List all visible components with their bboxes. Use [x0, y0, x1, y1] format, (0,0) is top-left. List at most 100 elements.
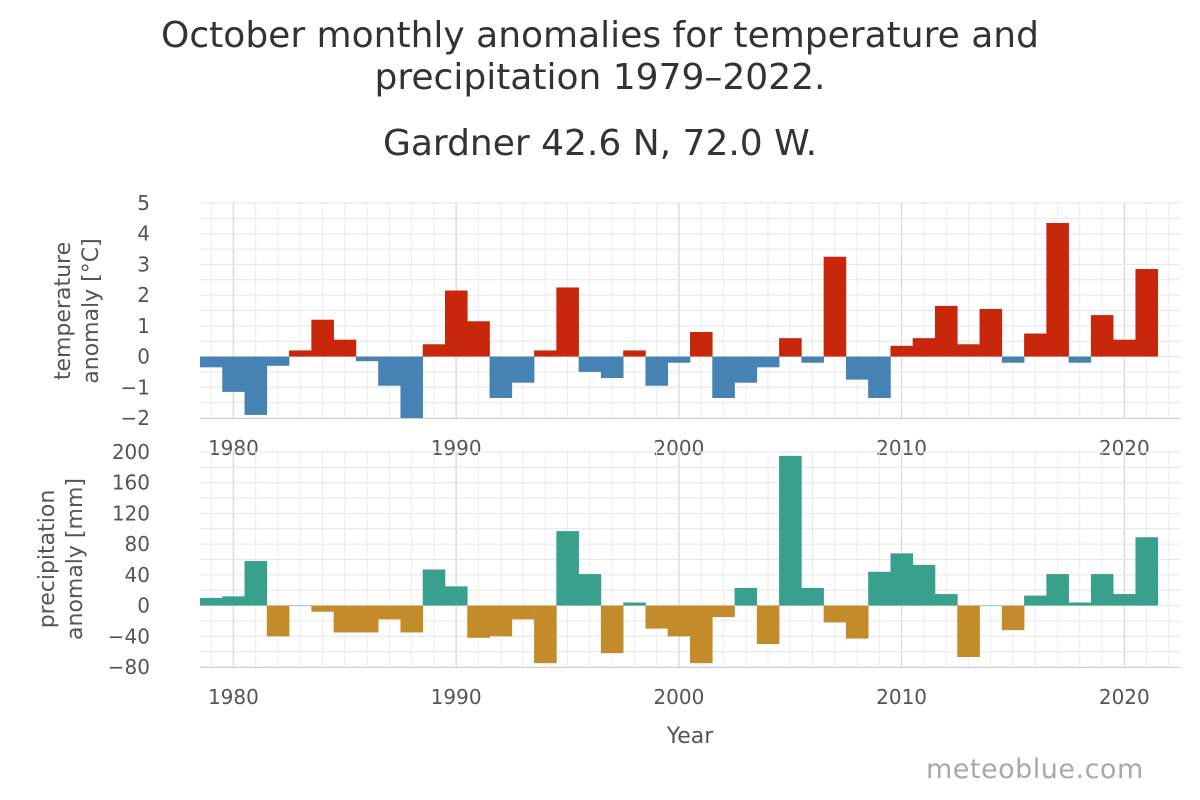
temp-bar-2002: [712, 356, 735, 399]
temp-bar-2007: [823, 256, 847, 357]
temp-bar-1989: [422, 344, 446, 357]
precip-bar-1995: [556, 531, 579, 606]
precip-bar-1981: [244, 561, 268, 606]
precip-x-tick-label: 2020: [1099, 685, 1150, 709]
watermark-text: meteoblue.com: [926, 754, 1144, 785]
precip-bar-2004: [756, 605, 780, 644]
temp-bars: [200, 222, 1159, 418]
temp-bar-1984: [311, 319, 334, 357]
precip-bar-1985: [333, 605, 357, 633]
chart-title-line-2: precipitation 1979–2022.: [374, 57, 826, 98]
precip-bar-2015: [1001, 605, 1025, 631]
temp-bar-2021: [1135, 269, 1159, 357]
precip-bar-2012: [935, 594, 958, 606]
precip-bar-1997: [600, 605, 624, 654]
precip-bar-2008: [845, 605, 869, 639]
precip-bar-2013: [957, 605, 980, 658]
temp-bar-2015: [1001, 356, 1025, 363]
precip-bar-1999: [645, 605, 669, 629]
temp-bar-2014: [979, 308, 1003, 357]
temp-grid: [200, 202, 1180, 419]
precip-bar-2014: [979, 605, 1003, 607]
precip-bar-2007: [823, 605, 847, 623]
temp-bar-2000: [667, 356, 691, 363]
temp-y-tick-label: 5: [137, 191, 150, 215]
precip-y-axis-title-line-1: precipitation: [35, 490, 60, 629]
precip-y-tick-label: 40: [125, 563, 150, 587]
precip-bar-1989: [422, 569, 446, 606]
temp-bar-2005: [779, 338, 802, 357]
precip-bar-2001: [690, 605, 713, 664]
temp-y-tick-label: 3: [137, 252, 150, 276]
precip-bar-2021: [1135, 537, 1159, 606]
precip-bar-2005: [779, 455, 802, 606]
temp-bar-1980: [222, 356, 245, 392]
temp-bar-2020: [1113, 339, 1136, 357]
precip-bar-2017: [1046, 574, 1069, 606]
temp-bar-1998: [623, 350, 646, 357]
temp-y-tick-label: 4: [137, 222, 150, 246]
temp-bar-1990: [445, 290, 468, 357]
precip-bar-1993: [511, 605, 535, 620]
precip-x-tick-label: 2010: [876, 685, 927, 709]
precip-bar-2019: [1090, 574, 1114, 606]
precip-bar-1996: [578, 574, 602, 606]
temp-y-tick-label: 0: [137, 345, 150, 369]
precip-bar-1998: [623, 602, 646, 606]
temp-bar-1996: [578, 356, 602, 372]
precip-bar-2016: [1024, 595, 1047, 606]
precipitation-panel: 200 160 120 80 40 0 −40 −80 1980 1990 2000 2010 2020…: [35, 440, 1180, 749]
precip-bar-1980: [222, 596, 245, 606]
precip-bar-2010: [890, 553, 914, 606]
temp-bar-2011: [912, 338, 936, 357]
precip-bar-2003: [734, 587, 758, 606]
precip-y-tick-label: −40: [108, 624, 150, 648]
precip-bar-1994: [534, 605, 557, 664]
precip-y-tick-label: 200: [112, 440, 150, 464]
temp-bar-1999: [645, 356, 669, 386]
temp-bar-2008: [845, 356, 869, 380]
precip-y-tick-label: 120: [112, 501, 150, 525]
temp-y-axis-title-line-2: anomaly [°C]: [79, 238, 104, 383]
precip-bar-2018: [1068, 602, 1092, 606]
chart-subtitle-location: Gardner 42.6 N, 72.0 W.: [382, 123, 818, 164]
temp-y-tick-label: 2: [137, 283, 150, 307]
temp-bar-1985: [333, 339, 357, 357]
precip-y-tick-label: 0: [137, 594, 150, 618]
precip-bar-1991: [467, 605, 490, 638]
temp-bar-2016: [1024, 333, 1047, 357]
temp-bar-1986: [355, 356, 379, 362]
temp-y-tick-label: −2: [121, 406, 150, 430]
temp-bar-2013: [957, 344, 980, 357]
temp-bar-2019: [1090, 315, 1114, 357]
precip-bar-1988: [400, 605, 424, 633]
temp-bar-2001: [690, 332, 713, 357]
temp-bar-2006: [801, 356, 824, 363]
precip-bar-2006: [801, 587, 824, 606]
temp-bar-1997: [600, 356, 624, 379]
precip-x-tick-label: 1990: [431, 685, 482, 709]
temp-bar-1981: [244, 356, 268, 415]
precip-x-tick-label: 2000: [653, 685, 704, 709]
temp-bar-1983: [289, 350, 312, 357]
temp-bar-2018: [1068, 356, 1092, 363]
temp-bar-1987: [378, 356, 401, 386]
precip-bar-2011: [912, 564, 936, 606]
precip-y-tick-label: 160: [112, 471, 150, 495]
precip-bar-1986: [355, 605, 379, 633]
temp-y-tick-label: −1: [121, 375, 150, 399]
precip-bar-1979: [200, 597, 223, 606]
precip-bar-2002: [712, 605, 735, 618]
precip-bar-1992: [489, 605, 513, 637]
temp-bar-2004: [756, 356, 780, 368]
precip-bar-1983: [289, 605, 312, 607]
precip-bar-2000: [667, 605, 691, 637]
temp-bar-1982: [266, 356, 290, 366]
temp-bar-2003: [734, 356, 758, 383]
temp-bar-1979: [200, 356, 223, 368]
temp-bar-1994: [534, 350, 557, 357]
x-axis-title: Year: [666, 724, 715, 749]
chart-title-line-1: October monthly anomalies for temperatur…: [161, 15, 1039, 56]
